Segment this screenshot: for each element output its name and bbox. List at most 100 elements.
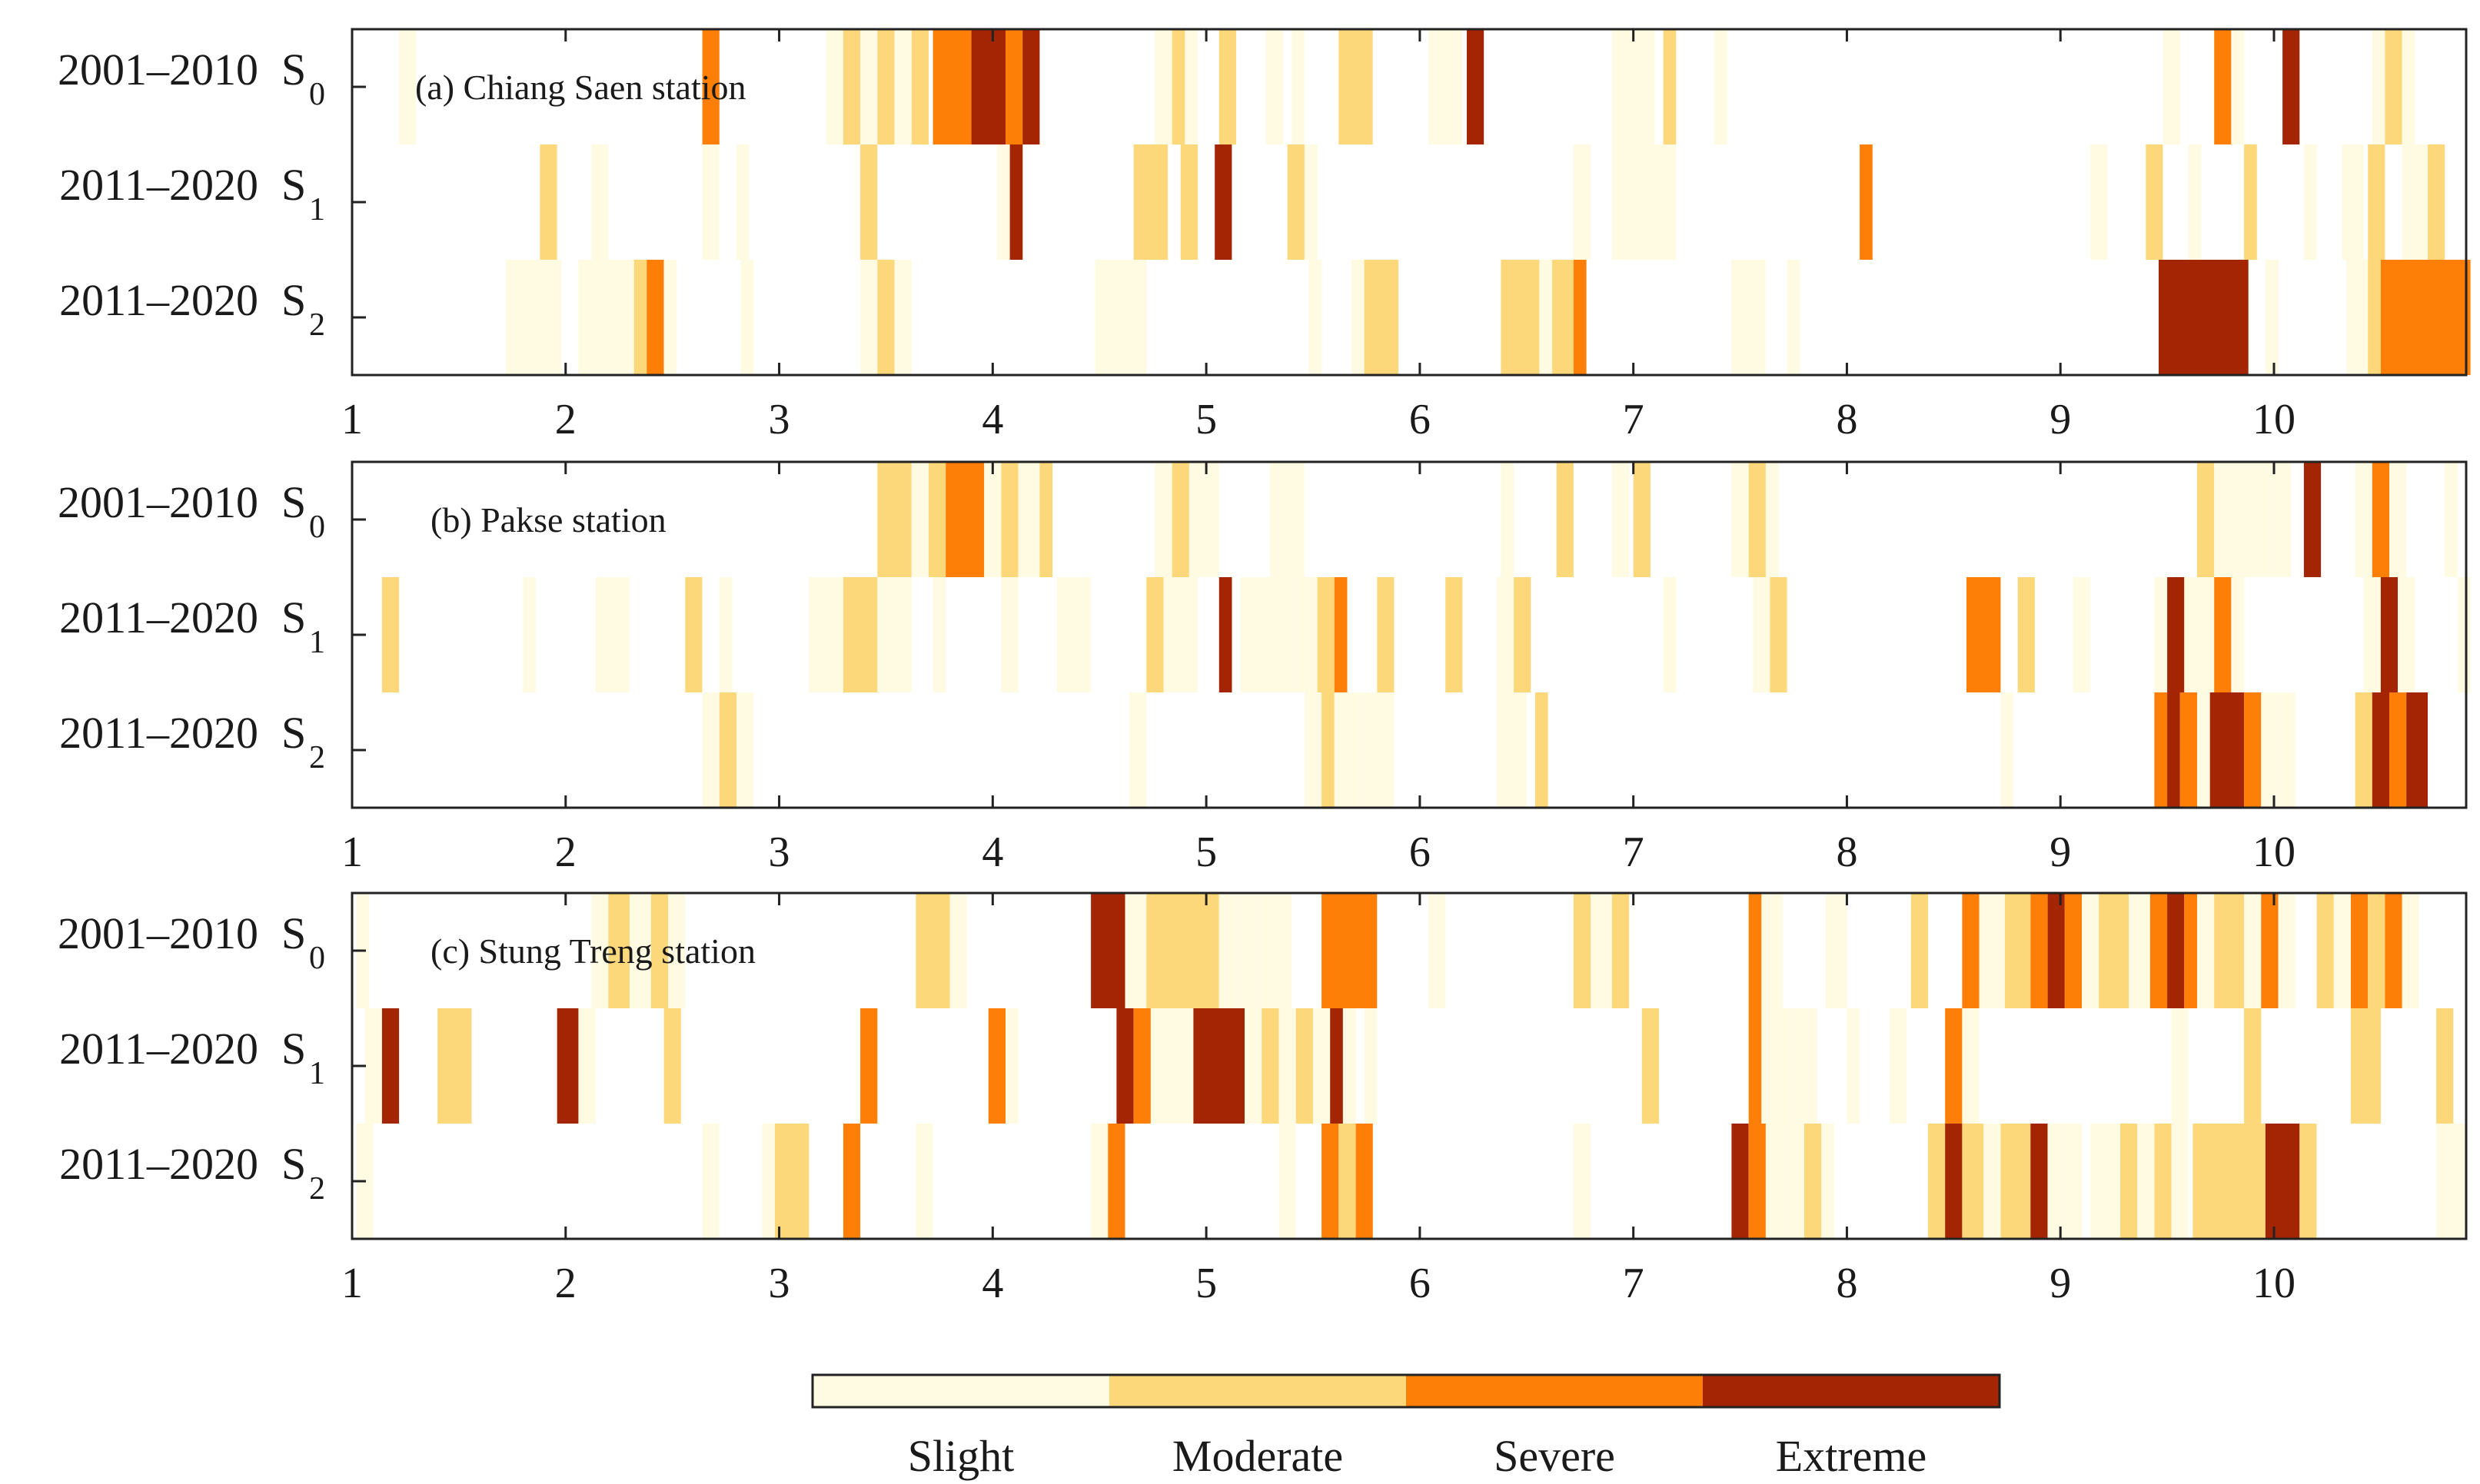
heatmap-cell — [1496, 577, 1514, 692]
row-label: 2011–2020 — [59, 275, 258, 325]
heatmap-cell — [1287, 144, 1305, 260]
heatmap-cell — [1180, 144, 1198, 260]
heatmap-cell — [1825, 893, 1847, 1008]
heatmap-cell — [1292, 29, 1305, 144]
heatmap-cell — [1146, 893, 1219, 1008]
heatmap-cell — [1360, 692, 1395, 808]
heatmap-cell — [1514, 577, 1531, 692]
heatmap-cell — [2346, 260, 2369, 375]
heatmap-cell — [1847, 1008, 1860, 1124]
heatmap-cell — [2278, 893, 2295, 1008]
heatmap-cell — [1748, 893, 1762, 1008]
heatmap-cell — [2368, 144, 2385, 260]
heatmap-cell — [2171, 1124, 2189, 1239]
row-scenario-symbol: S — [281, 160, 306, 210]
heatmap-cell — [860, 29, 878, 144]
heatmap-cell — [2179, 692, 2197, 808]
heatmap-cell — [2244, 144, 2257, 260]
x-tick-label: 3 — [769, 396, 790, 443]
x-tick-label: 3 — [769, 828, 790, 876]
heatmap-cell — [1334, 692, 1361, 808]
heatmap-cell — [1265, 29, 1284, 144]
heatmap-cell — [1573, 893, 1591, 1008]
heatmap-cell — [1270, 462, 1305, 577]
heatmap-cell — [1355, 1124, 1373, 1239]
heatmap-cell — [2137, 1124, 2155, 1239]
heatmap-cell — [996, 144, 1010, 260]
heatmap-cell — [1633, 462, 1651, 577]
heatmap-cell — [1496, 692, 1527, 808]
heatmap-cell — [1257, 893, 1292, 1008]
heatmap-cell — [2030, 893, 2048, 1008]
heatmap-cell — [1172, 29, 1185, 144]
heatmap-cell — [1765, 1124, 1787, 1239]
heatmap-cell — [1753, 577, 1770, 692]
heatmap-cell — [1009, 144, 1023, 260]
heatmap-cell — [2073, 577, 2091, 692]
heatmap-cell — [1573, 1124, 1591, 1239]
row-label: 2001–2010 — [58, 45, 258, 95]
heatmap-cell — [1501, 260, 1540, 375]
heatmap-cell — [1928, 1124, 1946, 1239]
heatmap-cell — [809, 577, 843, 692]
heatmap-cell — [1295, 577, 1318, 692]
x-tick-label: 4 — [982, 1260, 1003, 1307]
heatmap-cell — [2368, 893, 2385, 1008]
panel-c-cells — [356, 893, 2466, 1239]
heatmap-cell — [1091, 893, 1125, 1008]
heatmap-cell — [1467, 29, 1484, 144]
row-label: 2001–2010 — [58, 908, 258, 958]
x-tick-label: 1 — [341, 828, 363, 876]
heatmap-cell — [1342, 1008, 1356, 1124]
heatmap-cell — [1334, 577, 1348, 692]
x-tick-label: 2 — [555, 1260, 577, 1307]
heatmap-cell — [2231, 577, 2245, 692]
row-scenario-symbol: S — [281, 477, 306, 527]
heatmap-cell — [1748, 462, 1766, 577]
heatmap-cell — [2167, 893, 2185, 1008]
heatmap-cell — [2398, 577, 2415, 692]
row-scenario-subscript: 1 — [309, 625, 325, 660]
heatmap-cell — [1095, 260, 1147, 375]
x-tick-label: 8 — [1836, 396, 1857, 443]
heatmap-cell — [1056, 577, 1092, 692]
legend-label-slight: Slight — [908, 1431, 1015, 1481]
legend-swatch-severe — [1406, 1375, 1703, 1407]
heatmap-cell — [2188, 144, 2202, 260]
x-tick-label: 3 — [769, 1260, 790, 1307]
heatmap-cell — [2303, 462, 2322, 577]
heatmap-cell — [2129, 893, 2150, 1008]
heatmap-cell — [2385, 29, 2402, 144]
row-label: 2011–2020 — [59, 160, 258, 210]
x-tick-label: 10 — [2252, 1260, 2295, 1307]
heatmap-cell — [2368, 260, 2381, 375]
heatmap-cell — [1321, 692, 1335, 808]
heatmap-cell — [2351, 1008, 2381, 1124]
heatmap-cell — [1791, 1008, 1817, 1124]
heatmap-cell — [1155, 29, 1172, 144]
heatmap-cell — [2090, 1124, 2120, 1239]
heatmap-cell — [1945, 1008, 1963, 1124]
row-scenario-subscript: 2 — [309, 1171, 325, 1207]
heatmap-cell — [1295, 1008, 1313, 1124]
x-tick-label: 1 — [341, 396, 363, 443]
heatmap-cell — [1770, 577, 1787, 692]
heatmap-cell — [2154, 577, 2168, 692]
heatmap-cell — [1611, 893, 1630, 1008]
heatmap-cell — [1091, 1124, 1109, 1239]
heatmap-cell — [2244, 1008, 2262, 1124]
heatmap-cell — [1860, 144, 1873, 260]
heatmap-cell — [1146, 577, 1164, 692]
heatmap-cell — [2372, 29, 2385, 144]
row-scenario-subscript: 1 — [309, 192, 325, 227]
heatmap-cell — [685, 577, 703, 692]
heatmap-cell — [2402, 144, 2428, 260]
heatmap-cell — [2197, 893, 2215, 1008]
x-tick-label: 5 — [1195, 396, 1217, 443]
row-scenario-subscript: 2 — [309, 740, 325, 775]
heatmap-cell — [719, 577, 733, 692]
heatmap-cell — [1155, 462, 1172, 577]
heatmap-cell — [2159, 260, 2249, 375]
